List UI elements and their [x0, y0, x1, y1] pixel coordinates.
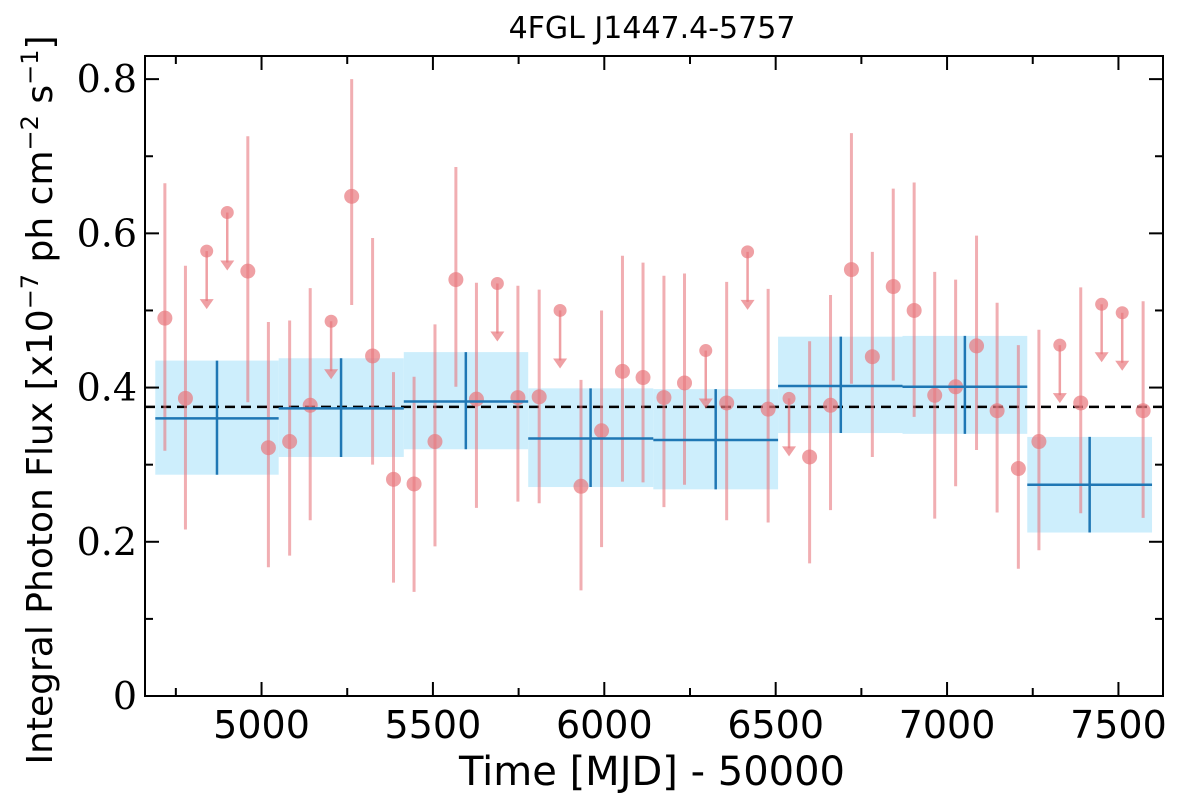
fine-point-limit-28 — [741, 245, 755, 259]
y-axis-label-exp2: −2 — [16, 115, 44, 150]
y-axis-label: Integral Photon Flux [x10−7 ph cm−2 s−1] — [16, 35, 61, 764]
fine-point-35 — [885, 279, 901, 295]
y-tick-label-2: 0.4 — [77, 366, 137, 410]
x-tick-label-2: 6000 — [556, 703, 653, 747]
x-tick-label-0: 5000 — [213, 703, 310, 747]
fine-point-34 — [864, 349, 880, 365]
x-tick-label-1: 5500 — [385, 703, 482, 747]
y-tick-label-0: 0 — [113, 674, 137, 718]
fine-point-13 — [427, 434, 443, 450]
fine-point-39 — [969, 338, 985, 354]
fine-point-23 — [635, 370, 651, 386]
upper-limit-arrow-head-19 — [553, 358, 568, 369]
upper-limit-arrow-head-3 — [220, 260, 235, 271]
x-axis-label: Time [MJD] - 50000 — [458, 749, 845, 795]
fine-point-10 — [365, 348, 381, 364]
upper-limit-arrow-head-16 — [490, 331, 505, 342]
fine-point-4 — [240, 263, 256, 279]
fine-point-6 — [282, 434, 298, 450]
fine-point-40 — [989, 403, 1005, 419]
fine-point-17 — [510, 390, 526, 406]
plot-area — [145, 79, 1163, 592]
fine-point-9 — [344, 188, 360, 204]
y-axis-label-part4: ] — [20, 35, 61, 49]
y-axis-label-part3: s — [20, 85, 61, 115]
y-axis-label-part1: Integral Photon Flux [x10 — [20, 309, 61, 764]
fine-point-11 — [386, 471, 402, 487]
upper-limit-arrow-head-28 — [740, 299, 755, 310]
upper-limit-arrow-head-2 — [199, 299, 214, 310]
y-axis-label-exp1: −7 — [16, 274, 44, 309]
fine-point-29 — [760, 401, 776, 417]
fine-point-14 — [448, 272, 464, 288]
x-tick-label-5: 7500 — [1070, 703, 1167, 747]
upper-limit-arrow-head-26 — [698, 398, 713, 409]
y-axis-label-part2: ph cm — [20, 150, 61, 273]
chart-title: 4FGL J1447.4-5757 — [509, 11, 796, 46]
y-tick-label-4: 0.8 — [77, 57, 137, 101]
fine-point-36 — [906, 302, 922, 318]
x-tick-label-4: 7000 — [899, 703, 996, 747]
fine-point-24 — [656, 390, 672, 406]
fine-point-20 — [573, 478, 589, 494]
fine-point-18 — [531, 389, 547, 405]
fine-point-22 — [614, 363, 630, 379]
fine-point-44 — [1073, 395, 1089, 411]
fine-point-31 — [802, 449, 818, 465]
upper-limit-arrow-head-30 — [782, 446, 797, 457]
upper-limit-arrow-head-45 — [1094, 352, 1109, 363]
fine-point-32 — [823, 397, 839, 413]
y-tick-label-3: 0.6 — [77, 211, 137, 255]
upper-limit-arrow-head-8 — [324, 369, 339, 380]
fine-point-33 — [843, 262, 859, 278]
y-axis-label-exp3: −1 — [16, 50, 44, 85]
x-tick-label-3: 6500 — [727, 703, 824, 747]
plot-frame — [144, 55, 1164, 697]
upper-limit-arrow-head-46 — [1115, 360, 1130, 371]
axes: 5000 5500 6000 6500 7000 7500 0 0.2 0.4 0.6 0.8 — [77, 56, 1167, 747]
fine-point-47 — [1135, 403, 1151, 419]
fine-point-1 — [177, 390, 193, 406]
fine-point-41 — [1010, 461, 1026, 477]
fine-point-21 — [594, 423, 610, 439]
fine-point-15 — [468, 391, 484, 407]
fine-point-7 — [302, 397, 318, 413]
fine-point-5 — [260, 440, 276, 456]
fine-point-25 — [677, 375, 693, 391]
fine-point-42 — [1031, 434, 1047, 450]
fine-point-37 — [927, 387, 943, 403]
fine-point-12 — [406, 476, 422, 492]
y-tick-label-1: 0.2 — [77, 520, 137, 564]
fine-point-27 — [719, 395, 735, 411]
upper-limit-arrow-head-43 — [1052, 393, 1067, 404]
fine-point-0 — [157, 310, 173, 326]
